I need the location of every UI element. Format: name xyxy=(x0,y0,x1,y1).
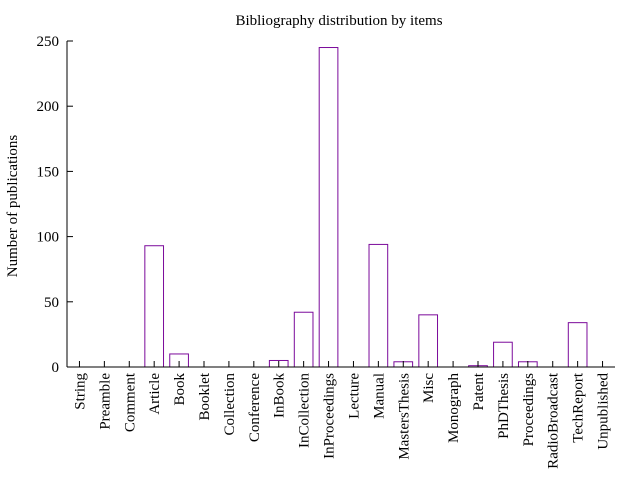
y-axis-label: Number of publications xyxy=(5,135,21,278)
y-tick-label-0: 0 xyxy=(52,360,60,376)
x-tick-label-conference: Conference xyxy=(247,373,263,442)
y-tick-label-150: 150 xyxy=(37,164,60,180)
x-tick-label-inbook: InBook xyxy=(272,373,288,419)
x-tick-label-lecture: Lecture xyxy=(346,373,362,419)
x-tick-label-inproceedings: InProceedings xyxy=(322,373,338,459)
y-tick-label-50: 50 xyxy=(44,295,59,311)
x-tick-label-radiobroadcast: RadioBroadcast xyxy=(546,372,562,469)
x-tick-label-manual: Manual xyxy=(371,373,387,419)
bars-group xyxy=(144,47,588,368)
x-tick-label-patent: Patent xyxy=(471,372,487,410)
bar-manual xyxy=(368,243,389,368)
x-tick-label-article: Article xyxy=(147,373,163,415)
x-tick-label-monograph: Monograph xyxy=(446,373,462,443)
x-tick-label-preamble: Preamble xyxy=(97,373,113,430)
x-tick-label-techreport: TechReport xyxy=(571,372,587,443)
x-tick-label-incollection: InCollection xyxy=(297,373,313,448)
x-tick-label-comment: Comment xyxy=(122,372,138,432)
x-tick-label-misc: Misc xyxy=(421,373,437,403)
bar-techreport xyxy=(567,322,588,368)
x-ticks-group: String Preamble Comment Article Book Booklet C… xyxy=(72,361,612,469)
x-tick-label-proceedings: Proceedings xyxy=(521,373,537,446)
x-tick-label-string: String xyxy=(72,373,88,410)
x-tick-label-phdthesis: PhDThesis xyxy=(496,373,512,439)
x-tick-label-book: Book xyxy=(172,373,188,406)
bar-article xyxy=(144,245,165,368)
x-tick-label-unpublished: Unpublished xyxy=(596,373,612,450)
bar-misc xyxy=(418,314,439,368)
x-tick-label-mastersthesis: MastersThesis xyxy=(396,373,412,460)
x-tick-label-collection: Collection xyxy=(222,373,238,436)
y-ticks-group: 0 50 100 150 200 250 xyxy=(37,34,73,376)
y-tick-label-100: 100 xyxy=(37,230,60,246)
axis-lines xyxy=(66,41,615,368)
y-tick-label-200: 200 xyxy=(37,99,60,115)
bar-incollection xyxy=(293,311,314,368)
bar-inproceedings xyxy=(318,47,339,368)
chart-title: Bibliography distribution by items xyxy=(235,13,442,29)
y-tick-label-250: 250 xyxy=(37,34,60,50)
x-tick-label-booklet: Booklet xyxy=(197,372,213,420)
